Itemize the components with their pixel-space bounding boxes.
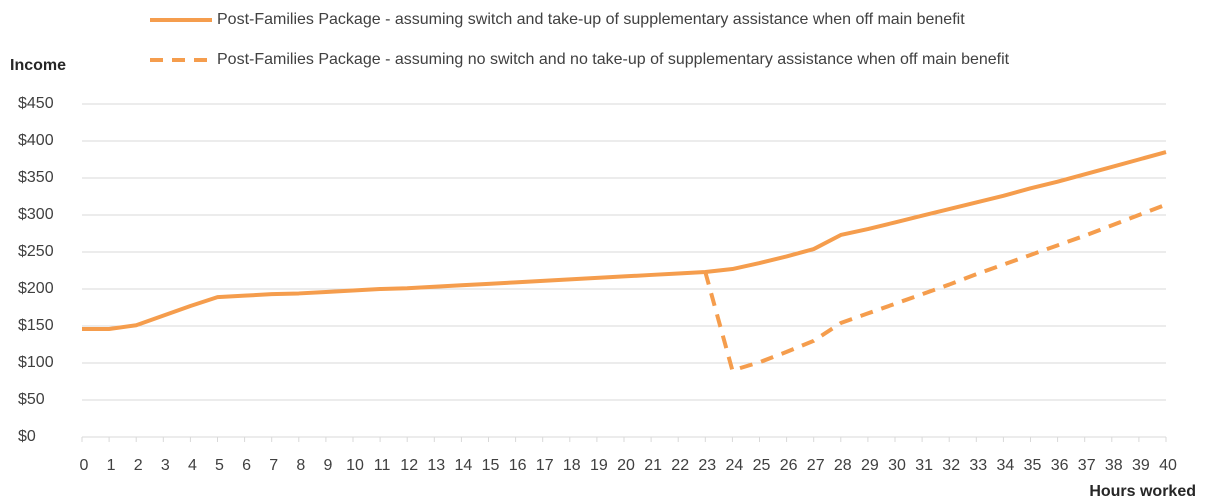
y-tick-label: $200 bbox=[18, 280, 54, 297]
x-tick-label: 8 bbox=[296, 457, 305, 474]
x-tick-label: 23 bbox=[698, 457, 716, 474]
x-tick-label: 30 bbox=[888, 457, 906, 474]
x-tick-label: 33 bbox=[969, 457, 987, 474]
x-tick-label: 24 bbox=[726, 457, 744, 474]
y-tick-label: $300 bbox=[18, 206, 54, 223]
x-tick-label: 19 bbox=[590, 457, 608, 474]
x-tick-label: 15 bbox=[482, 457, 500, 474]
x-tick-label: 39 bbox=[1132, 457, 1150, 474]
x-tick-label: 27 bbox=[807, 457, 825, 474]
legend-label: Post-Families Package - assuming no swit… bbox=[217, 51, 1010, 68]
x-tick-label: 28 bbox=[834, 457, 852, 474]
x-tick-label: 5 bbox=[215, 457, 224, 474]
y-tick-label: $100 bbox=[18, 354, 54, 371]
x-tick-label: 14 bbox=[455, 457, 473, 474]
y-tick-label: $350 bbox=[18, 169, 54, 186]
series-line bbox=[82, 150, 1167, 331]
x-tick-label: 17 bbox=[536, 457, 554, 474]
y-tick-label: $150 bbox=[18, 317, 54, 334]
legend-label: Post-Families Package - assuming switch … bbox=[217, 11, 965, 28]
x-tick-label: 26 bbox=[780, 457, 798, 474]
x-tick-label: 6 bbox=[242, 457, 251, 474]
x-tick-label: 31 bbox=[915, 457, 933, 474]
x-tick-label: 16 bbox=[509, 457, 527, 474]
x-axis-title: Hours worked bbox=[1089, 483, 1196, 500]
x-tick-label: 40 bbox=[1159, 457, 1177, 474]
y-tick-label: $50 bbox=[18, 391, 45, 408]
x-tick-label: 29 bbox=[861, 457, 879, 474]
y-tick-label: $450 bbox=[18, 95, 54, 112]
y-tick-label: $400 bbox=[18, 132, 54, 149]
x-tick-label: 18 bbox=[563, 457, 581, 474]
y-axis-title: Income bbox=[10, 57, 66, 74]
x-tick-label: 11 bbox=[374, 457, 391, 474]
x-tick-label: 21 bbox=[644, 457, 662, 474]
y-tick-label: $0 bbox=[18, 428, 36, 445]
x-tick-label: 7 bbox=[269, 457, 278, 474]
x-tick-label: 0 bbox=[80, 457, 89, 474]
x-tick-label: 9 bbox=[323, 457, 332, 474]
x-tick-label: 1 bbox=[107, 457, 116, 474]
x-tick-label: 34 bbox=[997, 457, 1015, 474]
x-tick-label: 25 bbox=[753, 457, 771, 474]
x-tick-label: 36 bbox=[1051, 457, 1069, 474]
x-tick-label: 4 bbox=[188, 457, 197, 474]
x-tick-label: 2 bbox=[134, 457, 143, 474]
x-tick-label: 10 bbox=[346, 457, 364, 474]
x-tick-label: 37 bbox=[1078, 457, 1096, 474]
x-tick-label: 35 bbox=[1024, 457, 1042, 474]
x-tick-label: 12 bbox=[400, 457, 418, 474]
x-tick-label: 38 bbox=[1105, 457, 1123, 474]
y-tick-label: $250 bbox=[18, 243, 54, 260]
x-tick-label: 13 bbox=[427, 457, 445, 474]
x-tick-label: 3 bbox=[161, 457, 170, 474]
x-tick-label: 22 bbox=[671, 457, 689, 474]
series-line bbox=[703, 202, 1167, 373]
x-tick-label: 32 bbox=[942, 457, 960, 474]
x-tick-label: 20 bbox=[617, 457, 635, 474]
